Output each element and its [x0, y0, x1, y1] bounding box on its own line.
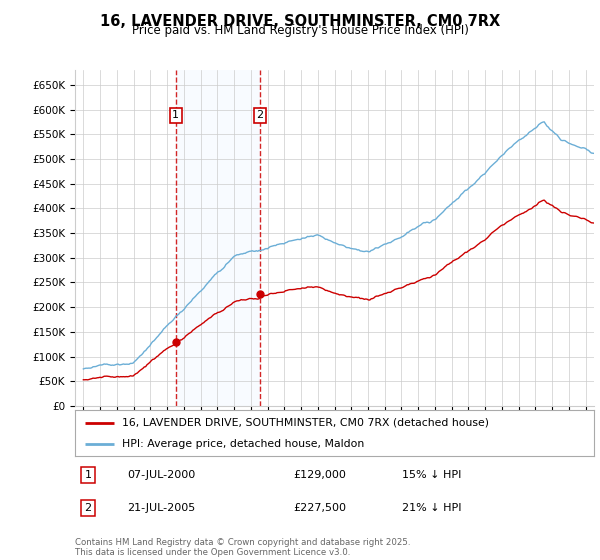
- Text: £227,500: £227,500: [293, 503, 346, 513]
- Text: 21% ↓ HPI: 21% ↓ HPI: [402, 503, 461, 513]
- Text: 15% ↓ HPI: 15% ↓ HPI: [402, 470, 461, 480]
- Text: 16, LAVENDER DRIVE, SOUTHMINSTER, CM0 7RX: 16, LAVENDER DRIVE, SOUTHMINSTER, CM0 7R…: [100, 14, 500, 29]
- Text: Price paid vs. HM Land Registry's House Price Index (HPI): Price paid vs. HM Land Registry's House …: [131, 24, 469, 37]
- Text: £129,000: £129,000: [293, 470, 346, 480]
- Text: 1: 1: [85, 470, 91, 480]
- Text: Contains HM Land Registry data © Crown copyright and database right 2025.
This d: Contains HM Land Registry data © Crown c…: [75, 538, 410, 557]
- Text: 21-JUL-2005: 21-JUL-2005: [127, 503, 195, 513]
- Bar: [176, 70, 260, 406]
- Text: 1: 1: [172, 110, 179, 120]
- Text: 2: 2: [256, 110, 263, 120]
- Text: 2: 2: [85, 503, 92, 513]
- Text: 07-JUL-2000: 07-JUL-2000: [127, 470, 195, 480]
- Text: 16, LAVENDER DRIVE, SOUTHMINSTER, CM0 7RX (detached house): 16, LAVENDER DRIVE, SOUTHMINSTER, CM0 7R…: [122, 418, 489, 428]
- Text: HPI: Average price, detached house, Maldon: HPI: Average price, detached house, Mald…: [122, 439, 364, 449]
